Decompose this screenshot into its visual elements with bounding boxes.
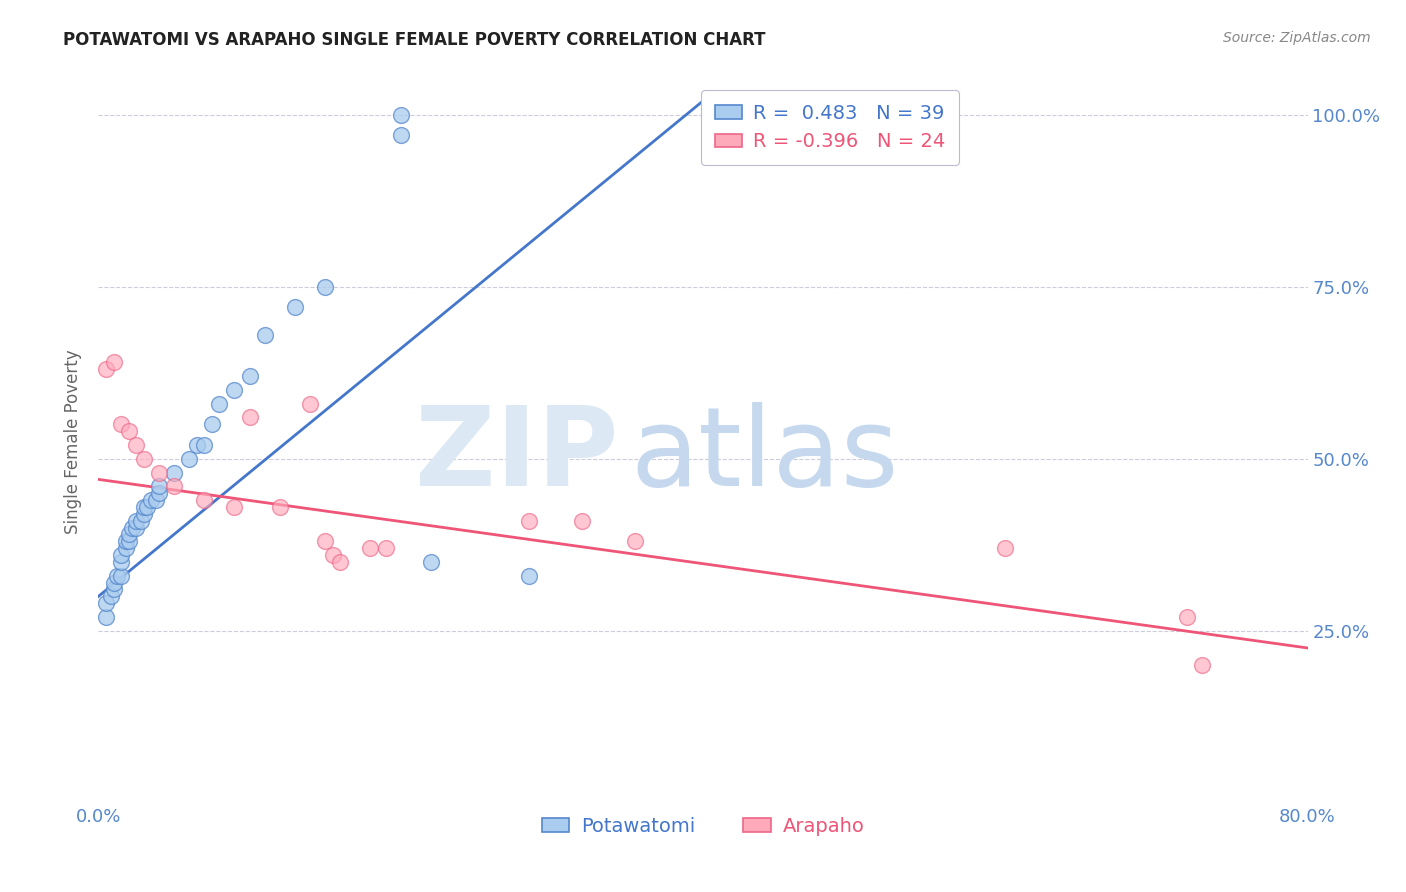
Point xyxy=(129,514,152,528)
Point xyxy=(201,417,224,432)
Point xyxy=(1191,658,1213,673)
Point xyxy=(121,520,143,534)
Point xyxy=(253,327,276,342)
Point xyxy=(110,417,132,432)
Point xyxy=(114,534,136,549)
Point xyxy=(141,493,163,508)
Legend: Potawatomi, Arapaho: Potawatomi, Arapaho xyxy=(534,809,872,844)
Point xyxy=(314,534,336,549)
Point xyxy=(314,279,336,293)
Point xyxy=(103,575,125,590)
Point xyxy=(125,520,148,534)
Point xyxy=(94,362,117,376)
Point xyxy=(374,541,396,556)
Point xyxy=(94,596,117,610)
Point xyxy=(125,514,148,528)
Point xyxy=(125,438,148,452)
Point xyxy=(284,301,307,315)
Point xyxy=(118,424,141,438)
Point xyxy=(148,486,170,500)
Point xyxy=(186,438,208,452)
Point xyxy=(103,355,125,369)
Point xyxy=(94,610,117,624)
Point xyxy=(105,568,128,582)
Point xyxy=(103,582,125,597)
Point xyxy=(224,383,246,397)
Point xyxy=(571,514,593,528)
Point xyxy=(179,451,201,466)
Point xyxy=(114,541,136,556)
Text: Source: ZipAtlas.com: Source: ZipAtlas.com xyxy=(1223,31,1371,45)
Point xyxy=(420,555,443,569)
Point xyxy=(148,479,170,493)
Point xyxy=(239,410,262,425)
Point xyxy=(163,479,186,493)
Point xyxy=(269,500,291,514)
Point xyxy=(163,466,186,480)
Point xyxy=(329,555,352,569)
Point xyxy=(517,568,540,582)
Point xyxy=(224,500,246,514)
Point xyxy=(193,438,215,452)
Point xyxy=(193,493,215,508)
Point xyxy=(994,541,1017,556)
Point xyxy=(132,451,155,466)
Point xyxy=(145,493,167,508)
Point xyxy=(118,527,141,541)
Point xyxy=(517,514,540,528)
Text: POTAWATOMI VS ARAPAHO SINGLE FEMALE POVERTY CORRELATION CHART: POTAWATOMI VS ARAPAHO SINGLE FEMALE POVE… xyxy=(63,31,766,49)
Point xyxy=(299,397,322,411)
Point xyxy=(110,548,132,562)
Point xyxy=(322,548,344,562)
Point xyxy=(132,507,155,521)
Point xyxy=(118,534,141,549)
Point xyxy=(132,500,155,514)
Point xyxy=(208,397,231,411)
Point xyxy=(239,369,262,384)
Point xyxy=(360,541,382,556)
Point xyxy=(1175,610,1198,624)
Point xyxy=(389,108,412,122)
Text: ZIP: ZIP xyxy=(415,402,619,509)
Point xyxy=(110,568,132,582)
Point xyxy=(389,128,412,143)
Point xyxy=(110,555,132,569)
Point xyxy=(148,466,170,480)
Point xyxy=(135,500,157,514)
Point xyxy=(100,590,122,604)
Y-axis label: Single Female Poverty: Single Female Poverty xyxy=(65,350,83,533)
Point xyxy=(624,534,647,549)
Text: atlas: atlas xyxy=(630,402,898,509)
